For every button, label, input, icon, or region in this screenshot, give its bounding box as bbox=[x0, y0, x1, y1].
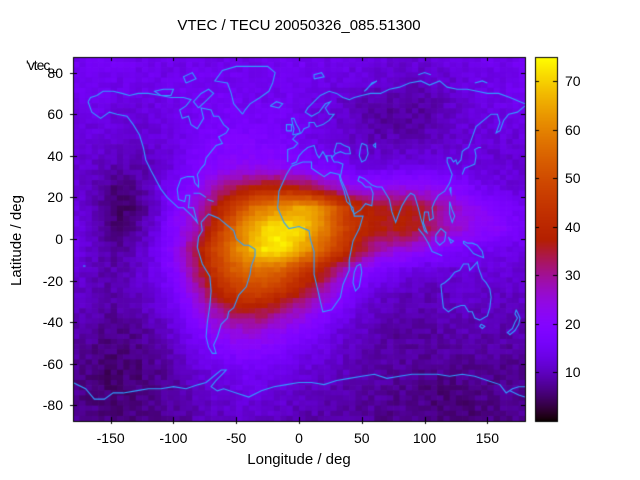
y-tick-label: -60 bbox=[42, 355, 63, 372]
chart-title: VTEC / TECU 20050326_085.51300 bbox=[177, 17, 421, 34]
x-tick-label: 0 bbox=[295, 430, 303, 446]
y-tick-label: 0 bbox=[55, 231, 63, 247]
colorbar-tick-label: 70 bbox=[565, 73, 581, 90]
y-tick-label: 40 bbox=[47, 147, 63, 164]
y-tick-label: 80 bbox=[47, 64, 63, 81]
series-key-label: 'vtec_ bbox=[26, 57, 57, 73]
y-tick-label: 60 bbox=[47, 106, 63, 123]
colorbar-tick-label: 30 bbox=[565, 267, 581, 284]
y-tick-label: -80 bbox=[42, 397, 63, 414]
colorbar-tick-label: 20 bbox=[565, 315, 581, 332]
x-tick-label: 100 bbox=[412, 430, 437, 446]
colorbar-tick-label: 50 bbox=[565, 170, 581, 187]
y-tick-label: -20 bbox=[42, 272, 63, 289]
colorbar-tick-label: 10 bbox=[565, 364, 581, 381]
x-tick-label: 150 bbox=[475, 430, 499, 446]
x-tick-label: -150 bbox=[96, 430, 125, 446]
x-tick-label: -100 bbox=[159, 430, 188, 446]
x-tick-label: 50 bbox=[353, 430, 370, 446]
y-tick-label: 20 bbox=[47, 189, 63, 206]
x-axis-label: Longitude / deg bbox=[247, 451, 351, 468]
y-tick-label: -40 bbox=[42, 314, 63, 331]
colorbar-tick-label: 60 bbox=[565, 121, 581, 138]
colorbar-tick-label: 40 bbox=[565, 218, 581, 235]
x-tick-label: -50 bbox=[226, 430, 247, 446]
